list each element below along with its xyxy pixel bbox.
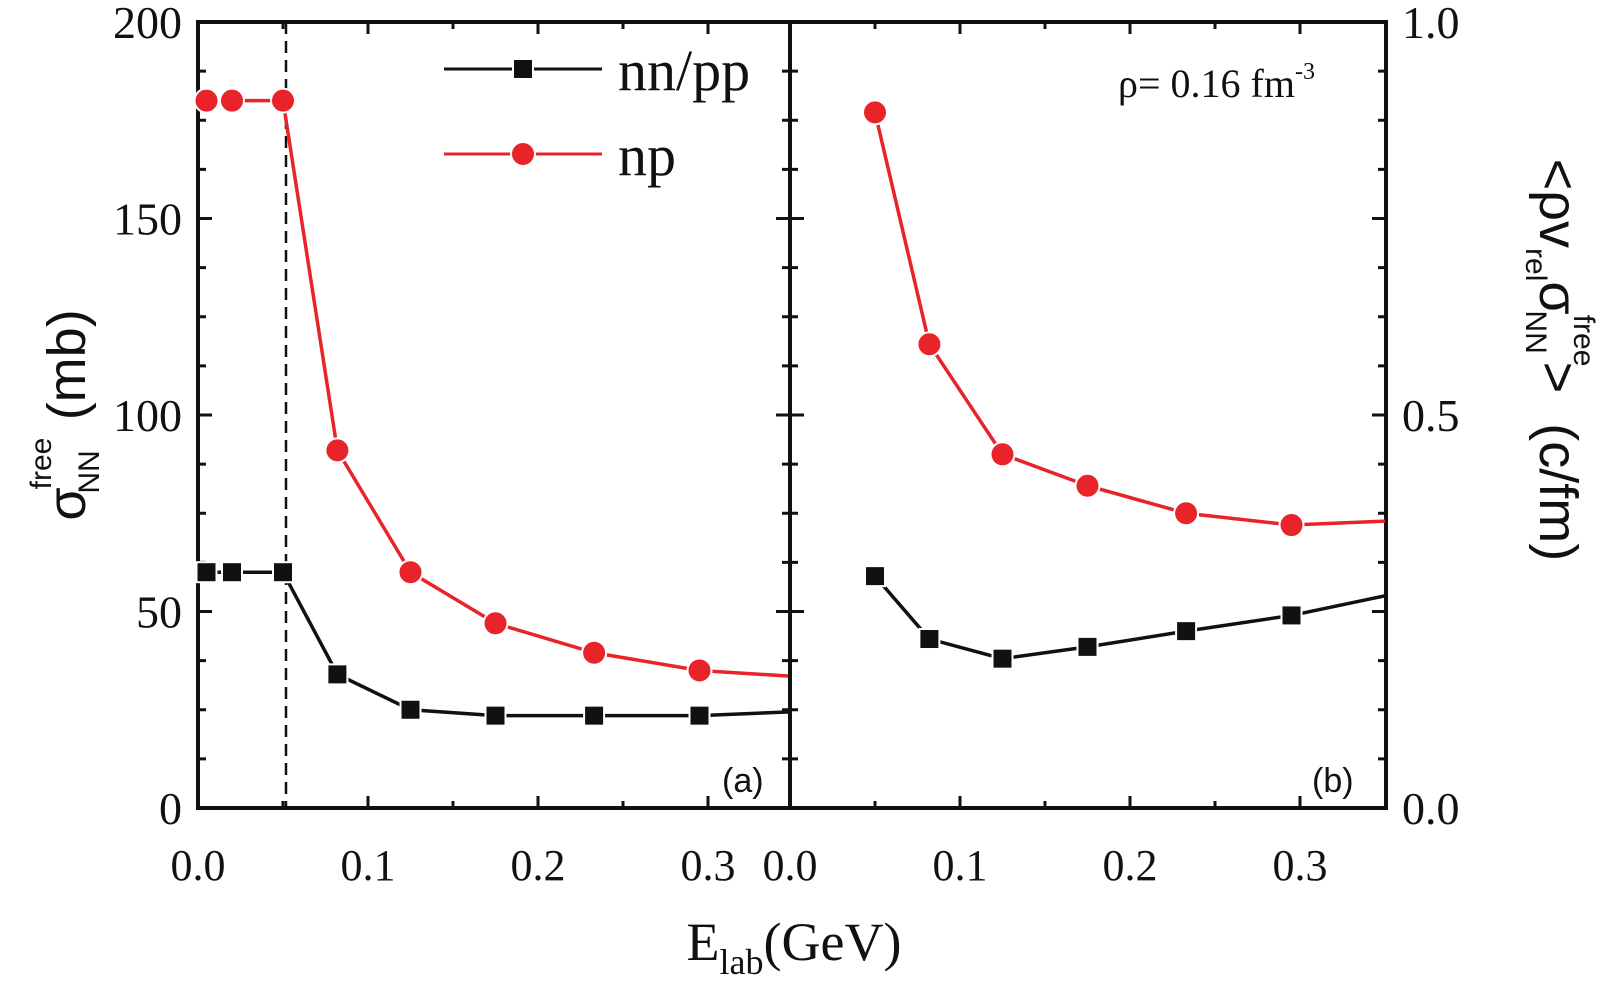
series-line-nn-pp — [206, 570, 790, 718]
data-point-nn-pp — [326, 663, 349, 686]
data-point-np — [397, 559, 424, 586]
svg-text:σfreeNN(mb): σfree NN (mb) — [25, 309, 106, 520]
data-point-np — [862, 99, 888, 126]
data-point-nn-pp — [991, 647, 1014, 670]
panel-b: 0.0 0.1 0.2 0.3 0.0 0.5 1.0 — [763, 0, 1460, 890]
series-line-nn-pp — [873, 574, 1386, 661]
data-point-np — [1278, 512, 1305, 539]
y-tick-label: 50 — [136, 587, 182, 638]
data-point-np — [219, 87, 245, 114]
data-point-np — [324, 437, 351, 464]
y-axis-title-left: σfree NN (mb) — [25, 309, 106, 520]
density-annotation: ρ= 0.16 fm-3 — [1118, 59, 1315, 106]
data-point-nn-pp — [484, 704, 507, 727]
series-line-np — [206, 98, 790, 678]
x-tick-label: 0.3 — [681, 841, 736, 890]
y-tick-label: 100 — [113, 390, 182, 441]
y-axis-title-right: <ρvrelσfree NN > (c/fm) — [1519, 159, 1600, 561]
x-tick-label: 0.0 — [171, 841, 226, 890]
x-tick-label: 0.1 — [341, 841, 396, 890]
legend: nn/pp np — [444, 38, 750, 188]
data-point-np — [989, 441, 1016, 468]
y-axis-title-left-symbol: σ — [37, 487, 97, 520]
y-axis-title-right-close: > — [1528, 362, 1588, 394]
data-point-np — [686, 657, 713, 684]
data-point-np — [1173, 500, 1200, 527]
data-point-nn-pp — [1280, 604, 1303, 627]
data-point-np — [581, 639, 608, 666]
x-axis-title-main: E — [687, 912, 720, 972]
x-tick-label: 0.1 — [933, 841, 988, 890]
x-tick-label: 0.0 — [763, 841, 818, 890]
density-annotation-exponent: -3 — [1295, 59, 1315, 85]
data-point-np — [1074, 472, 1101, 499]
data-point-nn-pp — [221, 561, 243, 584]
data-point-np — [482, 610, 509, 637]
legend-label-np: np — [618, 123, 676, 188]
panel-label-a: (a) — [722, 762, 764, 800]
data-point-np — [270, 87, 296, 114]
y-axis-title-right-sub1: rel — [1519, 248, 1552, 281]
panel-a: 0.0 0.1 0.2 0.3 0 50 100 150 200 — [113, 0, 792, 890]
data-point-nn-pp — [918, 628, 941, 651]
data-point-nn-pp — [864, 565, 886, 588]
x-tick-label: 0.2 — [1103, 841, 1158, 890]
x-tick-label: 0.2 — [511, 841, 566, 890]
y-tick-label: 200 — [113, 0, 182, 48]
data-point-np — [193, 87, 220, 114]
y-axis-title-left-unit: (mb) — [37, 309, 97, 420]
y-axis-title-left-sup: free — [25, 438, 58, 490]
data-point-nn-pp — [583, 704, 606, 727]
x-axis-title-sub: lab — [720, 942, 764, 982]
y-tick-label: 1.0 — [1402, 0, 1460, 48]
y-axis-title-left-sub: NN — [73, 450, 106, 493]
data-point-nn-pp — [272, 561, 294, 584]
y-tick-label: 0 — [159, 783, 182, 834]
series-line-np — [873, 111, 1386, 527]
legend-entry-nn-pp: nn/pp — [444, 38, 750, 103]
y-axis-title-right-unit: (c/fm) — [1528, 423, 1588, 561]
legend-entry-np: np — [444, 123, 676, 188]
data-point-nn-pp — [195, 561, 218, 584]
data-point-np — [916, 331, 943, 358]
y-axis-title-right-sub2: NN — [1519, 310, 1552, 353]
legend-label-nn-pp: nn/pp — [618, 38, 750, 103]
legend-marker-circle — [510, 141, 536, 167]
data-point-nn-pp — [399, 698, 422, 721]
y-tick-label: 150 — [113, 194, 182, 245]
y-tick-label: 0.5 — [1402, 390, 1460, 441]
y-axis-title-right-left: <ρv — [1528, 159, 1588, 248]
data-point-nn-pp — [688, 704, 711, 727]
data-point-nn-pp — [1076, 635, 1099, 658]
x-axis-title: Elab(GeV) — [687, 912, 902, 982]
x-tick-label: 0.3 — [1273, 841, 1328, 890]
legend-marker-square — [512, 58, 534, 80]
data-point-nn-pp — [1175, 620, 1198, 643]
y-axis-title-right-symbol: σ — [1528, 281, 1588, 314]
svg-text:<ρvrelσfreeNN>(c/fm): <ρvrelσfree NN > (c/fm) — [1519, 159, 1600, 561]
x-axis-title-unit: (GeV) — [764, 912, 902, 972]
density-annotation-main: ρ= 0.16 fm — [1118, 61, 1295, 106]
y-axis-title-right-sup: free — [1567, 315, 1600, 367]
plot-frame — [788, 20, 1388, 810]
y-tick-label: 0.0 — [1402, 783, 1460, 834]
panel-label-b: (b) — [1312, 762, 1354, 800]
